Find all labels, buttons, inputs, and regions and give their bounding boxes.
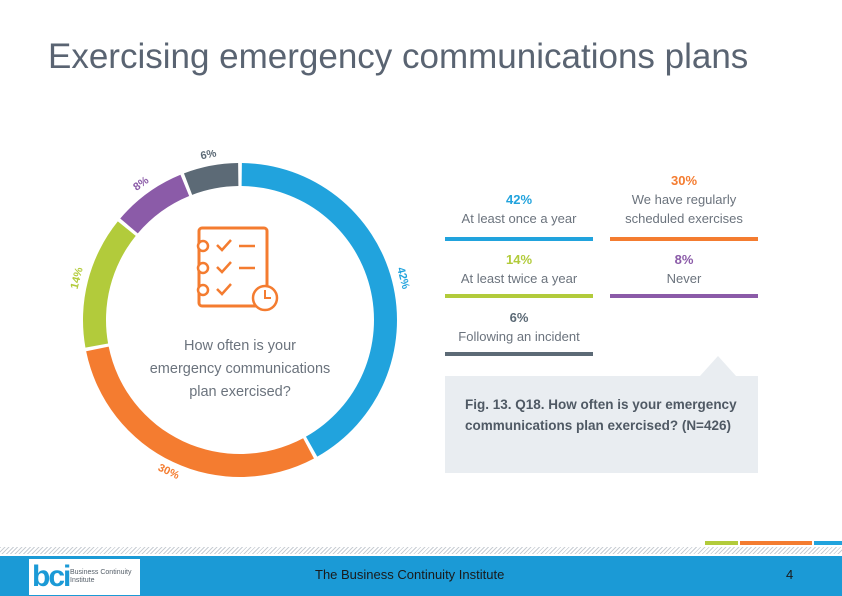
donut-question-line-2: emergency communications bbox=[150, 361, 331, 377]
legend-pct: 14% bbox=[505, 252, 533, 267]
legend-item-once-a-year: 42% At least once a year bbox=[445, 190, 593, 228]
donut-question-line-1: How often is your bbox=[184, 338, 296, 354]
legend-line-following-incident bbox=[445, 352, 593, 356]
legend-item-scheduled-exercises: 30% We have regularly scheduled exercise… bbox=[610, 171, 758, 228]
legend-line-once-a-year bbox=[445, 237, 593, 241]
legend-pct: 42% bbox=[505, 192, 533, 207]
legend-label: Never bbox=[666, 271, 702, 286]
donut-pct-label-2: 14% bbox=[70, 266, 86, 291]
legend-line-scheduled-exercises bbox=[610, 237, 758, 241]
figure-caption-box: Fig. 13. Q18. How often is your emergenc… bbox=[445, 376, 758, 473]
footer-stripe bbox=[0, 547, 842, 554]
donut-pct-label-4: 6% bbox=[200, 150, 218, 162]
donut-pct-label-0: 42% bbox=[394, 266, 410, 291]
donut-pct-label-1: 30% bbox=[156, 462, 181, 482]
footer-accent-green bbox=[705, 541, 738, 545]
checklist-icon bbox=[196, 226, 279, 312]
bci-logo-text: Business Continuity Institute bbox=[70, 569, 132, 584]
legend-pct: 6% bbox=[509, 310, 529, 325]
footer-accent-blue bbox=[814, 541, 842, 545]
legend-item-never: 8% Never bbox=[610, 250, 758, 288]
legend-label: Following an incident bbox=[458, 329, 580, 344]
legend-pct: 30% bbox=[670, 173, 698, 188]
legend-pct: 8% bbox=[674, 252, 694, 267]
footer-accent-orange bbox=[740, 541, 812, 545]
donut-slice-2 bbox=[83, 221, 136, 348]
footer-bar: bci Business Continuity Institute The Bu… bbox=[0, 556, 842, 596]
legend-label: At least twice a year bbox=[460, 271, 578, 286]
figure-caption: Fig. 13. Q18. How often is your emergenc… bbox=[465, 397, 737, 433]
donut-slice-1 bbox=[86, 346, 314, 477]
page-number: 4 bbox=[786, 567, 794, 582]
legend-label: scheduled exercises bbox=[625, 211, 743, 226]
legend-line-twice-a-year bbox=[445, 294, 593, 298]
legend-label: At least once a year bbox=[461, 211, 577, 226]
donut-slice-3 bbox=[120, 174, 190, 234]
footer-organization: The Business Continuity Institute bbox=[315, 567, 505, 582]
slide-title: Exercising emergency communications plan… bbox=[48, 37, 749, 76]
legend-line-never bbox=[610, 294, 758, 298]
legend-item-twice-a-year: 14% At least twice a year bbox=[445, 250, 593, 288]
legend-item-following-incident: 6% Following an incident bbox=[445, 308, 593, 346]
donut-question-line-3: plan exercised? bbox=[189, 384, 291, 400]
donut-pct-label-3: 8% bbox=[131, 174, 151, 193]
donut-chart: 42% 30% 14% 8% 6% How often is your emergenc… bbox=[70, 150, 410, 482]
donut-slice-4 bbox=[183, 163, 239, 195]
caption-notch bbox=[700, 356, 736, 376]
bci-logo-mark: bci bbox=[32, 560, 71, 593]
donut-slice-0 bbox=[241, 163, 397, 457]
legend-label: We have regularly bbox=[631, 192, 737, 207]
bci-logo: bci Business Continuity Institute bbox=[29, 559, 140, 595]
